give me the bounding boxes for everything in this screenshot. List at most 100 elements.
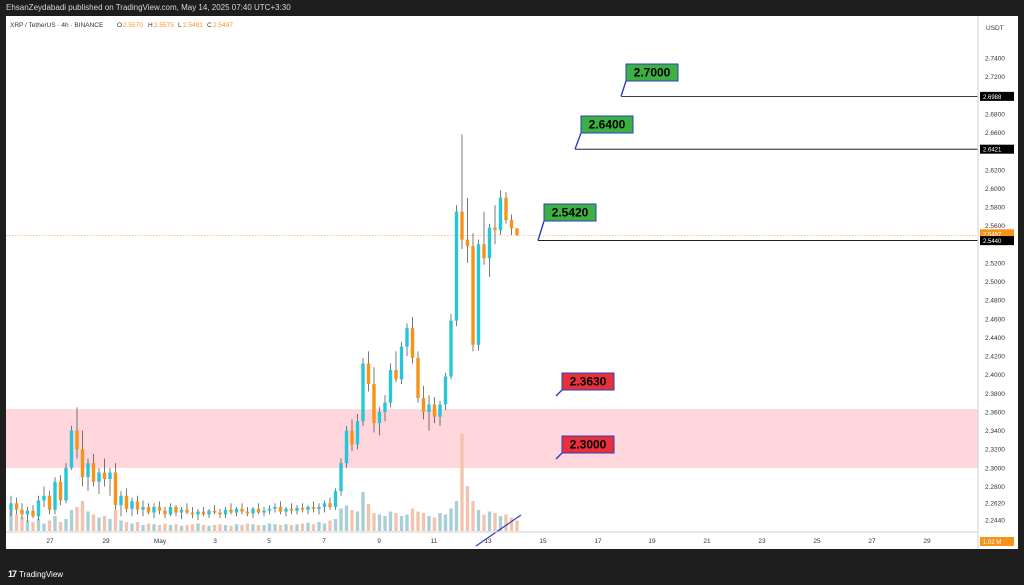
y-tick-label: 2.7400	[985, 56, 1005, 63]
candle-body	[185, 509, 189, 513]
candle-body	[465, 239, 470, 247]
volume-bar	[515, 520, 519, 531]
volume-bar	[168, 525, 173, 531]
level-box	[561, 435, 615, 454]
candle-body	[383, 402, 387, 412]
candle-body	[421, 397, 426, 412]
price-axis-tag	[980, 144, 1014, 154]
level-box	[543, 203, 597, 222]
volume-bar	[97, 517, 101, 531]
currency-label: USDT	[986, 25, 1004, 32]
level-pointer	[620, 80, 627, 97]
volume-bar	[427, 516, 431, 531]
footer-bar: 17 TradingView	[0, 563, 1024, 585]
volume-bar	[212, 525, 217, 531]
candle-body	[240, 508, 244, 512]
volume-bar	[388, 511, 393, 531]
y-tick-label: 2.3800	[985, 391, 1005, 398]
volume-bar	[278, 525, 283, 531]
candle-body	[454, 211, 459, 321]
volume-bar	[295, 524, 299, 531]
candle-body	[317, 506, 321, 509]
volume-bar	[245, 523, 250, 531]
volume-bar	[449, 508, 453, 531]
high-value: 2.5575	[154, 22, 174, 29]
price-axis-tag	[980, 236, 1014, 246]
candle-body	[344, 430, 349, 464]
candle-body	[476, 244, 481, 345]
y-tick-label: 2.3600	[985, 409, 1005, 416]
volume-bar	[311, 524, 316, 531]
y-tick-label: 2.4000	[985, 372, 1005, 379]
candle-body	[108, 472, 112, 480]
volume-bar	[405, 514, 409, 531]
candle-body	[25, 510, 30, 515]
candle-body	[295, 507, 299, 511]
low-label: L	[178, 22, 182, 29]
candle-body	[102, 472, 107, 480]
chart-panel[interactable]: 2.7000 2.6400 2.5420 2.3630 2.3000 2.7400 2.7…	[6, 16, 1018, 549]
candle-body	[223, 509, 228, 515]
volume-bar	[471, 501, 475, 531]
volume-bar	[267, 523, 272, 531]
volume-bar	[421, 513, 426, 531]
y-tick-label: 2.4400	[985, 335, 1005, 342]
y-tick-label: 2.5800	[985, 205, 1005, 212]
price-axis-tag-label: 2.5440	[983, 239, 1002, 245]
candle-body	[113, 472, 118, 506]
low-value: 2.5491	[183, 22, 203, 29]
candle-body	[377, 411, 382, 424]
volume-bar	[69, 510, 74, 531]
y-tick-label: 2.4800	[985, 298, 1005, 305]
candle-body	[443, 376, 448, 405]
candle-body	[20, 509, 24, 515]
level-box	[580, 115, 634, 134]
candle-body	[284, 508, 288, 512]
candle-body	[306, 506, 310, 510]
level-label: 2.5420	[552, 206, 589, 220]
candle-body	[75, 430, 79, 450]
x-tick-label: 11	[431, 538, 438, 545]
close-value: 2.5497	[213, 22, 233, 29]
volume-bar	[234, 524, 239, 531]
candle-body	[328, 503, 332, 507]
candle-body	[135, 501, 140, 510]
volume-bar	[361, 492, 365, 531]
y-tick-label: 2.6000	[985, 186, 1005, 193]
tradingview-logo[interactable]: 17 TradingView	[8, 569, 63, 579]
x-tick-label: 25	[813, 538, 821, 545]
y-tick-label: 2.4600	[985, 316, 1005, 323]
candle-body	[251, 508, 255, 514]
candle-body	[234, 508, 239, 513]
x-tick-label: 17	[594, 538, 602, 545]
candle-body	[289, 508, 294, 511]
y-tick-label: 2.3400	[985, 428, 1005, 435]
x-tick-label: 15	[539, 538, 547, 545]
candle-body	[86, 463, 90, 478]
candle-body	[212, 510, 217, 513]
price-axis-tag-label: 2.5497	[983, 232, 1002, 238]
candle-body	[355, 421, 360, 445]
close-label: C	[207, 22, 212, 29]
candle-body	[58, 481, 63, 501]
candle-body	[146, 506, 151, 513]
candle-body	[504, 197, 508, 221]
y-tick-label: 2.6600	[985, 130, 1005, 137]
volume-bar	[179, 525, 184, 531]
volume-bar	[218, 524, 222, 531]
price-chart[interactable]: 2.7000 2.6400 2.5420 2.3630 2.3000 2.7400 2.7…	[6, 16, 1018, 549]
volume-bar	[328, 520, 332, 531]
candle-body	[273, 506, 277, 509]
volume-bar	[31, 522, 35, 531]
volume-axis-tag	[980, 537, 1014, 546]
candle-body	[372, 384, 376, 424]
candle-body	[498, 197, 503, 231]
volume-bar	[20, 517, 24, 531]
level-label: 2.3630	[570, 375, 607, 389]
volume-bar	[493, 513, 497, 531]
candle-body	[405, 328, 409, 347]
volume-bar	[339, 508, 343, 531]
x-tick-label: 23	[758, 538, 766, 545]
candle-body	[196, 511, 200, 515]
volume-bar	[377, 514, 382, 531]
